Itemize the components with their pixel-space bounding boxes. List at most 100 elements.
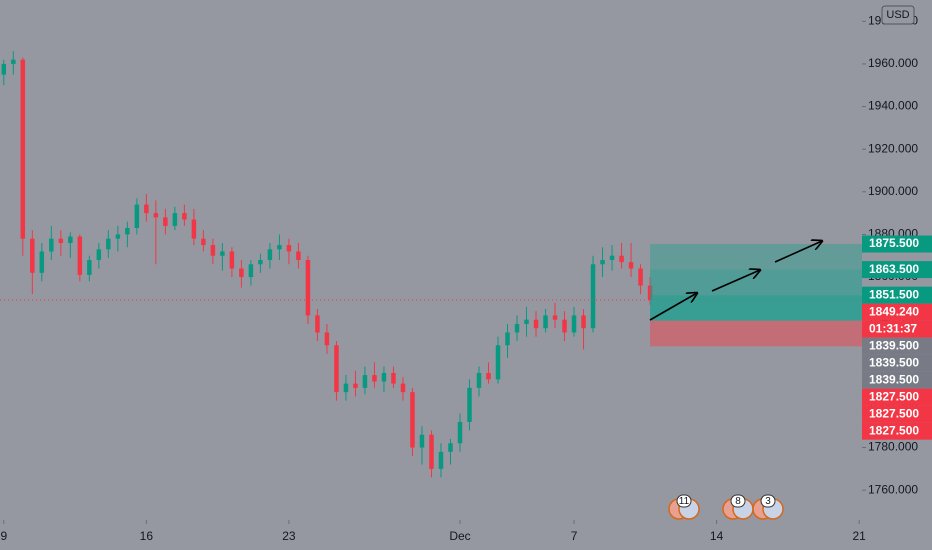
candle-body — [134, 204, 140, 229]
candle-body — [495, 345, 501, 380]
price-label-text: 1851.500 — [869, 287, 919, 301]
candle-body — [581, 315, 586, 329]
price-label-box — [862, 354, 932, 372]
price-label-box — [862, 337, 932, 355]
event-count: 8 — [735, 496, 741, 507]
price-label-text: 1839.500 — [869, 355, 919, 369]
event-count: 3 — [765, 496, 771, 507]
candle-body — [58, 238, 64, 243]
candle-body — [381, 372, 387, 382]
candle-body — [87, 260, 92, 275]
candle-body — [419, 434, 425, 448]
y-tick-label: 1960.000 — [868, 56, 918, 70]
candle-body — [600, 260, 605, 265]
candle-body — [362, 375, 368, 388]
candle-body — [400, 383, 406, 393]
candle-body — [533, 319, 539, 329]
candle-body — [562, 319, 567, 333]
price-label-box — [862, 303, 932, 321]
price-label-text: 1849.240 — [869, 304, 919, 318]
profit-zone — [650, 269, 862, 296]
candle-body — [448, 443, 453, 452]
candle-body — [353, 383, 358, 388]
arrow — [711, 270, 760, 292]
candle-body — [153, 213, 159, 218]
price-label-text: 1839.500 — [869, 338, 919, 352]
candle-body — [1, 63, 7, 75]
price-label: 1863.500 — [862, 261, 932, 279]
candle-body — [457, 421, 463, 444]
y-tick-label: 1920.000 — [868, 141, 918, 155]
x-tick-label: 21 — [852, 529, 866, 543]
candle-body — [68, 236, 73, 243]
candle-body — [372, 375, 377, 382]
candle-body — [590, 264, 596, 329]
candle-body — [438, 451, 444, 469]
candle-body — [467, 387, 472, 422]
price-label: 01:31:37 — [862, 320, 932, 338]
candle-body — [11, 59, 16, 64]
x-tick-label: 16 — [140, 529, 154, 543]
candle-body — [476, 372, 482, 388]
candle-body — [220, 251, 225, 256]
candle-body — [343, 383, 349, 393]
candle-body — [391, 372, 396, 384]
candle-body — [514, 323, 520, 333]
candle-body — [248, 264, 254, 278]
price-label-box — [862, 371, 932, 389]
event-count-box — [730, 494, 746, 508]
price-label-text: 1839.500 — [869, 372, 919, 386]
candle-body — [628, 262, 634, 269]
x-tick-label: 9 — [0, 529, 7, 543]
price-label: 1827.500 — [862, 405, 932, 423]
candle-body — [638, 268, 643, 286]
price-label: 1839.500 — [862, 337, 932, 355]
candle-body — [267, 249, 273, 260]
candle-body — [144, 204, 149, 214]
candle-body — [96, 249, 102, 260]
price-label-text: 1827.500 — [869, 423, 919, 437]
price-label: 1849.240 — [862, 303, 932, 321]
price-label-box — [862, 261, 932, 279]
price-label: 1875.500 — [862, 235, 932, 253]
candle-body — [182, 213, 187, 220]
candle-body — [229, 251, 235, 269]
candle-body — [172, 213, 178, 226]
candle-body — [552, 315, 558, 320]
candle-body — [239, 268, 244, 278]
price-label: 1851.500 — [862, 286, 932, 304]
candle-body — [296, 251, 301, 260]
candle-body — [277, 245, 282, 250]
y-tick-label: 1760.000 — [868, 482, 918, 496]
price-label-box — [862, 388, 932, 406]
candle-body — [410, 392, 415, 448]
candle-body — [571, 315, 577, 333]
candle-body — [429, 434, 434, 469]
candle-body — [125, 228, 130, 235]
candle-body — [115, 234, 121, 239]
price-label-box — [862, 405, 932, 423]
price-label: 1839.500 — [862, 371, 932, 389]
y-tick-label: 1780.000 — [868, 440, 918, 454]
candle-body — [315, 315, 320, 333]
candle-body — [543, 315, 548, 329]
candle-body — [210, 245, 216, 256]
candle-body — [286, 245, 292, 252]
candle-body — [486, 372, 491, 380]
price-label-box — [862, 422, 932, 440]
candle-body — [49, 238, 54, 252]
arrow — [649, 293, 697, 321]
price-label-text: 1827.500 — [869, 406, 919, 420]
candle-body — [524, 319, 529, 324]
y-tick-label: 1940.000 — [868, 99, 918, 113]
price-label: 1839.500 — [862, 354, 932, 372]
x-tick-label: 14 — [710, 529, 724, 543]
candle-body — [106, 238, 111, 250]
profit-zone — [650, 244, 862, 270]
event-count-box — [760, 494, 776, 508]
candle-body — [258, 260, 263, 265]
candle-body — [505, 332, 510, 346]
y-tick-label: 1900.000 — [868, 184, 918, 198]
